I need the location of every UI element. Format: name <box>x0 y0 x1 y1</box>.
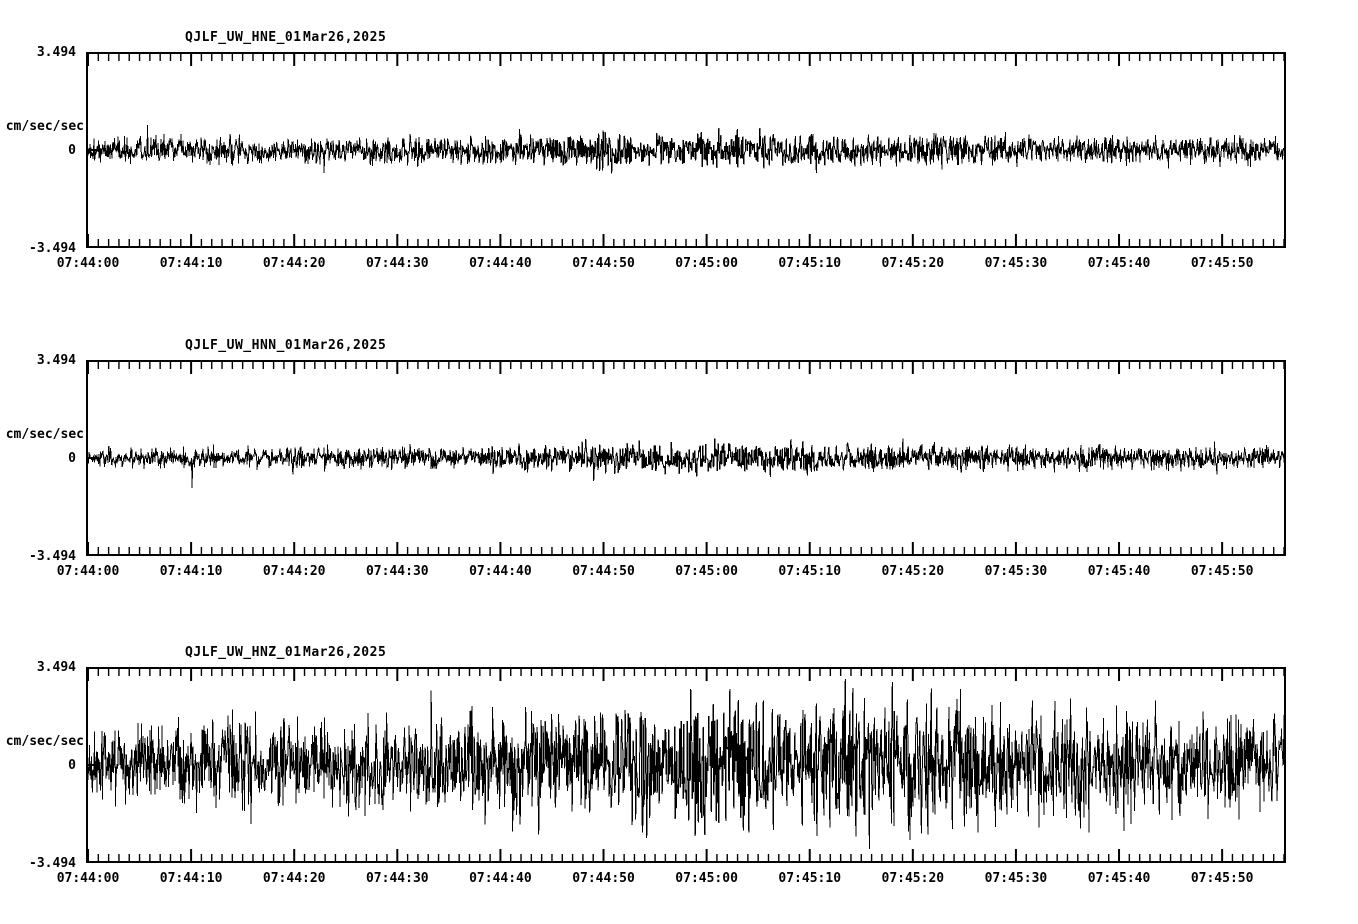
x-axis-tick-label: 07:44:00 <box>56 871 120 886</box>
y-axis-max-label-hnn: 3.494 <box>36 353 76 368</box>
x-axis-tick-label: 07:45:40 <box>1087 564 1151 579</box>
x-axis-tick-label: 07:44:30 <box>365 871 429 886</box>
x-axis-tick-label: 07:45:00 <box>675 871 738 886</box>
panel-date-hnz: Mar26,2025 <box>303 645 387 660</box>
x-axis-tick-label: 07:45:30 <box>984 564 1048 579</box>
x-axis-tick-label: 07:45:30 <box>984 256 1048 271</box>
plot-frame-hnn <box>86 360 1286 556</box>
x-axis-tick-label: 07:44:50 <box>572 871 635 886</box>
x-axis-tick-label: 07:44:10 <box>159 256 223 271</box>
x-axis-tick-label: 07:45:50 <box>1190 564 1254 579</box>
panel-date-hne: Mar26,2025 <box>303 30 387 45</box>
x-axis-tick-label: 07:45:50 <box>1190 256 1254 271</box>
x-axis-tick-label: 07:45:20 <box>881 564 945 579</box>
x-axis-tick-label: 07:44:20 <box>262 564 326 579</box>
x-axis-tick-label: 07:44:40 <box>469 871 532 886</box>
x-axis-tick-label: 07:45:50 <box>1190 871 1254 886</box>
x-axis-tick-label: 07:45:40 <box>1087 256 1151 271</box>
y-axis-units-label-hne: cm/sec/sec <box>5 119 84 134</box>
x-axis-tick-label: 07:44:30 <box>365 256 429 271</box>
x-axis-tick-label: 07:45:10 <box>778 564 842 579</box>
x-axis-tick-label: 07:44:20 <box>262 871 326 886</box>
x-axis-tick-label: 07:44:40 <box>469 256 532 271</box>
x-axis-tick-label: 07:44:30 <box>365 564 429 579</box>
y-axis-max-label-hnz: 3.494 <box>36 660 76 675</box>
x-axis-tick-label: 07:45:40 <box>1087 871 1151 886</box>
x-axis-tick-label: 07:44:50 <box>572 256 635 271</box>
seismogram-panel-hnn: QJLF_UW_HNN_01 Mar26,2025 3.494 cm/sec/s… <box>0 306 1358 608</box>
x-axis-tick-label: 07:44:00 <box>56 256 120 271</box>
seismogram-panel-hnz: QJLF_UW_HNZ_01 Mar26,2025 3.494 cm/sec/s… <box>0 615 1358 924</box>
y-axis-units-label-hnn: cm/sec/sec <box>5 427 84 442</box>
x-axis-tick-label: 07:45:10 <box>778 871 842 886</box>
panel-title-hnz: QJLF_UW_HNZ_01 <box>185 645 302 660</box>
panel-date-hnn: Mar26,2025 <box>303 338 387 353</box>
panel-title-hne: QJLF_UW_HNE_01 <box>185 30 302 45</box>
x-axis-tick-label: 07:45:00 <box>675 256 738 271</box>
panel-title-hnn: QJLF_UW_HNN_01 <box>185 338 302 353</box>
waveform-trace-hnz <box>88 678 1284 850</box>
y-axis-min-label-hnn: -3.494 <box>29 549 76 564</box>
y-axis-zero-label-hnn: 0 <box>68 451 76 466</box>
x-axis-tick-label: 07:44:10 <box>159 564 223 579</box>
y-axis-zero-label-hnz: 0 <box>68 758 76 773</box>
x-axis-tick-label: 07:44:20 <box>262 256 326 271</box>
y-axis-max-label-hne: 3.494 <box>36 45 76 60</box>
waveform-trace-hnn <box>88 438 1284 488</box>
plot-frame-hnz <box>86 667 1286 863</box>
x-axis-tick-label: 07:45:00 <box>675 564 738 579</box>
x-axis-tick-label: 07:45:20 <box>881 256 945 271</box>
x-axis-tick-label: 07:45:20 <box>881 871 945 886</box>
waveform-trace-hne <box>88 124 1284 174</box>
x-axis-tick-label: 07:44:10 <box>159 871 223 886</box>
y-axis-min-label-hnz: -3.494 <box>29 856 76 871</box>
x-axis-tick-label: 07:45:30 <box>984 871 1048 886</box>
y-axis-units-label-hnz: cm/sec/sec <box>5 734 84 749</box>
plot-frame-hne <box>86 52 1286 248</box>
x-axis-tick-label: 07:44:50 <box>572 564 635 579</box>
y-axis-min-label-hne: -3.494 <box>29 241 76 256</box>
x-axis-tick-label: 07:45:10 <box>778 256 842 271</box>
x-axis-tick-label: 07:44:40 <box>469 564 532 579</box>
x-axis-tick-label: 07:44:00 <box>56 564 120 579</box>
y-axis-zero-label-hne: 0 <box>68 143 76 158</box>
seismogram-panel-hne: QJLF_UW_HNE_01 Mar26,2025 3.494 cm/sec/s… <box>0 0 1358 300</box>
